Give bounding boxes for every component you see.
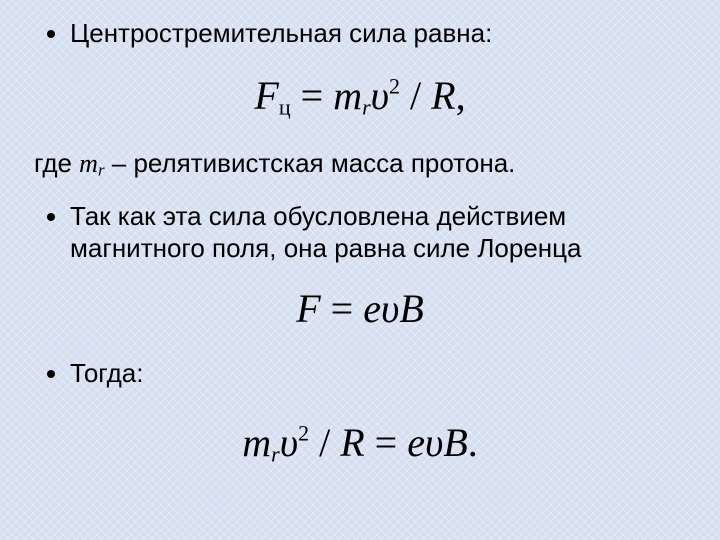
sym-slash: / [400,73,431,118]
sym-F-sub: ц [279,94,291,119]
where-var-sub: r [98,161,105,180]
formula-lorentz: F = eυB [34,285,686,332]
bullet-2-text: Так как эта сила обусловлена действием м… [70,201,582,263]
bullet-list-1: Центростремительная сила равна: [34,18,686,50]
sym-upsilon2: υ [381,286,399,331]
bullet-3-text: Тогда: [70,358,143,388]
sym-F2: F [296,286,320,331]
sym-B3: B [443,420,467,465]
sym-m: m [333,73,362,118]
sym-e3: e [407,420,425,465]
where-suffix: – релятивистская масса протона. [105,148,516,178]
bullet-3: Тогда: [70,358,686,390]
sym-comma: , [456,73,466,118]
spacer [34,183,686,201]
where-var: m [79,149,98,178]
sym-eq3: = [365,420,408,465]
bullet-list-3: Тогда: [34,358,686,390]
bullet-1-text: Центростремительная сила равна: [70,18,492,48]
sym-R3: R [340,420,364,465]
sym-R: R [431,73,455,118]
sym-eq: = [291,73,334,118]
sym-B2: B [399,286,423,331]
bullet-1: Центростремительная сила равна: [70,18,686,50]
sym-e2: e [363,286,381,331]
where-prefix: где [34,148,79,178]
sym-upsilon3b: υ [425,420,443,465]
sym-m-sub: r [362,94,371,119]
where-line: где mr – релятивистская масса протона. [34,148,686,181]
bullet-2: Так как эта сила обусловлена действием м… [70,201,686,264]
formula-centripetal: Fц = mrυ2 / R, [34,72,686,121]
sym-F: F [254,73,278,118]
sym-upsilon3a: υ [280,420,298,465]
sym-upsilon: υ [371,73,389,118]
sym-sq: 2 [389,73,400,98]
sym-m3-sub: r [271,442,280,467]
formula-equality: mrυ2 / R = eυB. [34,419,686,468]
slide: Центростремительная сила равна: Fц = mrυ… [0,0,720,540]
sym-m3: m [242,420,271,465]
sym-sq3: 2 [298,421,309,446]
sym-period3: . [468,420,478,465]
bullet-list-2: Так как эта сила обусловлена действием м… [34,201,686,264]
sym-eq2: = [321,286,364,331]
sym-slash3: / [309,420,340,465]
